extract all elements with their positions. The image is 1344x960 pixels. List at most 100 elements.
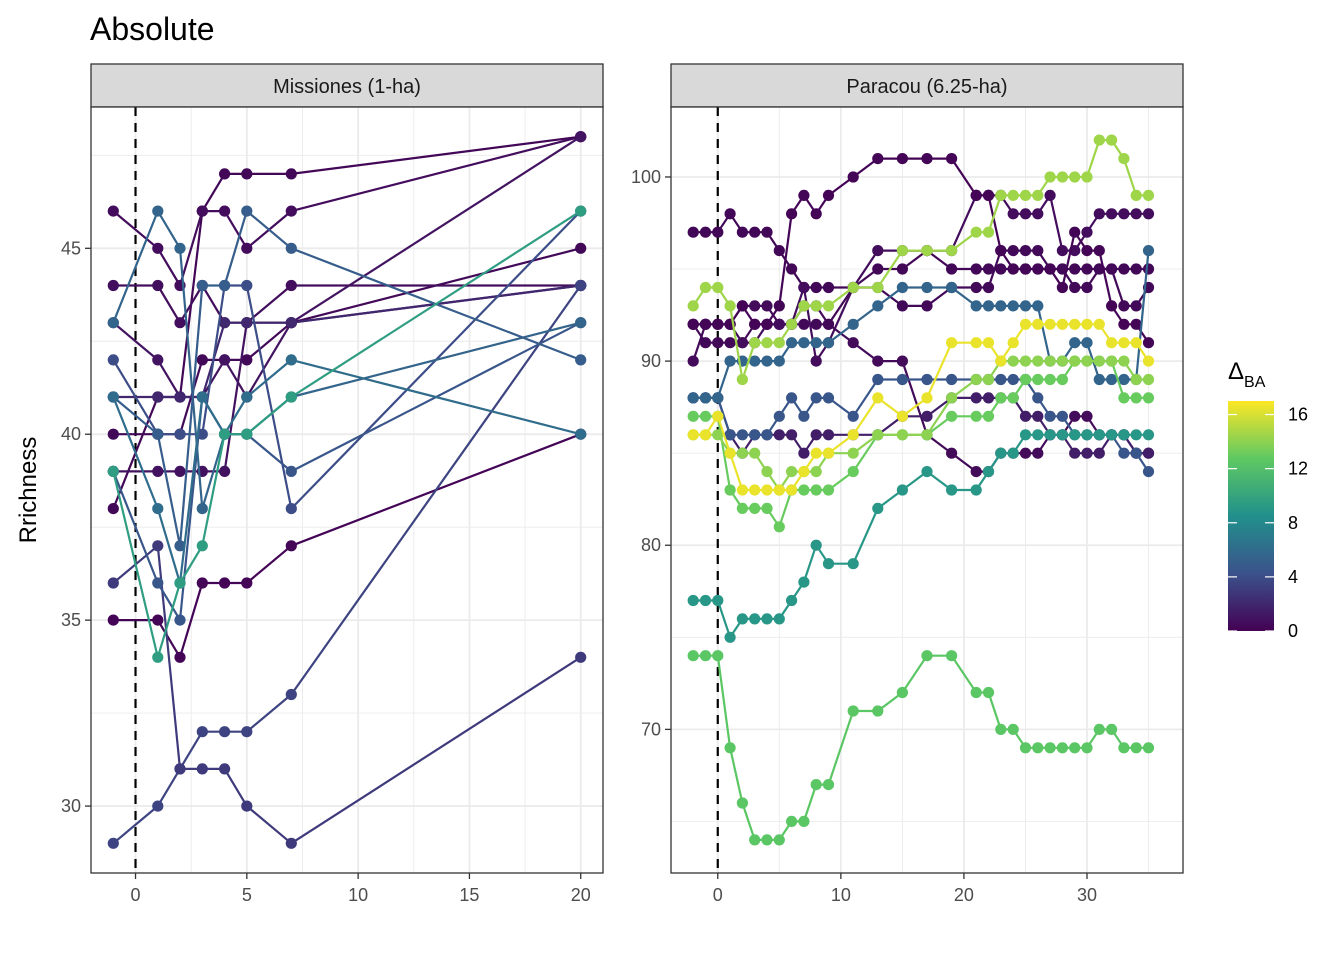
panel-strip-missiones — [90, 63, 604, 108]
data-point — [761, 337, 773, 349]
data-point — [847, 429, 859, 441]
data-point — [1007, 337, 1019, 349]
data-point — [1142, 429, 1155, 441]
data-point — [1019, 373, 1032, 386]
data-point — [1044, 263, 1056, 275]
y-tick-label: 45 — [61, 238, 81, 258]
data-point — [946, 337, 958, 349]
data-point — [1007, 208, 1019, 220]
series-8 — [687, 429, 1155, 643]
data-point — [995, 723, 1007, 736]
data-point — [798, 484, 810, 496]
data-point — [773, 834, 785, 846]
data-point — [995, 300, 1007, 312]
data-point — [1130, 189, 1142, 201]
data-point — [724, 631, 736, 643]
data-point — [773, 521, 785, 533]
data-point — [761, 502, 773, 514]
data-point — [1056, 171, 1068, 183]
data-point — [1007, 447, 1019, 459]
data-point — [174, 428, 186, 440]
data-point — [196, 577, 208, 589]
data-point — [921, 153, 933, 165]
data-point — [1130, 337, 1142, 349]
x-tick-label: 0 — [131, 885, 141, 905]
data-point — [921, 300, 933, 312]
data-point — [786, 337, 798, 349]
data-point — [1069, 318, 1081, 330]
data-point — [786, 263, 798, 275]
data-point — [107, 205, 119, 217]
data-point — [1081, 281, 1093, 294]
data-point — [241, 428, 253, 440]
data-point — [1118, 263, 1130, 275]
colorbar-tick-label: 4 — [1288, 567, 1298, 587]
data-point — [1019, 318, 1032, 330]
data-point — [1032, 410, 1044, 422]
data-point — [712, 226, 724, 238]
data-point — [107, 577, 119, 589]
data-point — [1056, 281, 1068, 294]
data-point — [1007, 189, 1019, 201]
data-point — [822, 558, 835, 570]
data-point — [1032, 392, 1044, 404]
data-point — [736, 797, 749, 809]
data-point — [196, 503, 208, 515]
data-point — [773, 337, 785, 349]
data-point — [1106, 263, 1118, 275]
data-point — [1044, 429, 1056, 441]
series-15 — [107, 205, 587, 663]
data-point — [1118, 337, 1130, 349]
data-point — [1118, 355, 1130, 367]
data-point — [687, 392, 699, 404]
data-point — [575, 279, 587, 292]
data-point — [575, 131, 587, 143]
y-tick-label: 35 — [61, 610, 81, 630]
data-point — [724, 208, 736, 220]
data-point — [1118, 447, 1130, 459]
data-point — [822, 300, 835, 312]
data-point — [773, 245, 785, 257]
data-point — [174, 651, 186, 663]
data-point — [736, 502, 749, 514]
data-point — [970, 263, 982, 275]
data-point — [1044, 318, 1056, 330]
data-point — [896, 153, 909, 165]
series-11 — [687, 355, 1155, 496]
panel-strip-paracou — [670, 63, 1184, 108]
data-point — [1130, 447, 1142, 459]
data-point — [896, 429, 909, 441]
data-point — [921, 373, 933, 386]
x-tick-label: 15 — [459, 885, 479, 905]
data-point — [736, 613, 749, 625]
data-point — [761, 429, 773, 441]
data-point — [1081, 226, 1093, 238]
data-point — [712, 594, 724, 607]
data-point — [1093, 447, 1105, 459]
data-point — [285, 317, 297, 329]
data-point — [285, 242, 297, 254]
series-13 — [687, 318, 1155, 496]
x-ticks-paracou: 0 10 20 30 — [713, 873, 1097, 905]
data-point — [995, 245, 1007, 257]
data-point — [285, 391, 297, 403]
data-point — [1007, 355, 1019, 367]
data-point — [196, 205, 208, 217]
data-point — [1069, 263, 1081, 275]
data-point — [982, 300, 995, 312]
data-point — [1032, 300, 1044, 312]
data-point — [1106, 337, 1118, 349]
colorbar-title-sub: BA — [1244, 374, 1266, 391]
data-point — [995, 189, 1007, 201]
data-point — [285, 688, 297, 701]
data-point — [152, 242, 164, 254]
data-point — [241, 726, 253, 738]
data-point — [1081, 337, 1093, 349]
data-point — [174, 540, 186, 552]
data-point — [970, 484, 982, 496]
data-point — [970, 281, 982, 294]
data-point — [285, 465, 297, 477]
data-point — [1056, 373, 1068, 386]
data-point — [724, 484, 736, 496]
y-tick-label: 90 — [641, 351, 661, 371]
